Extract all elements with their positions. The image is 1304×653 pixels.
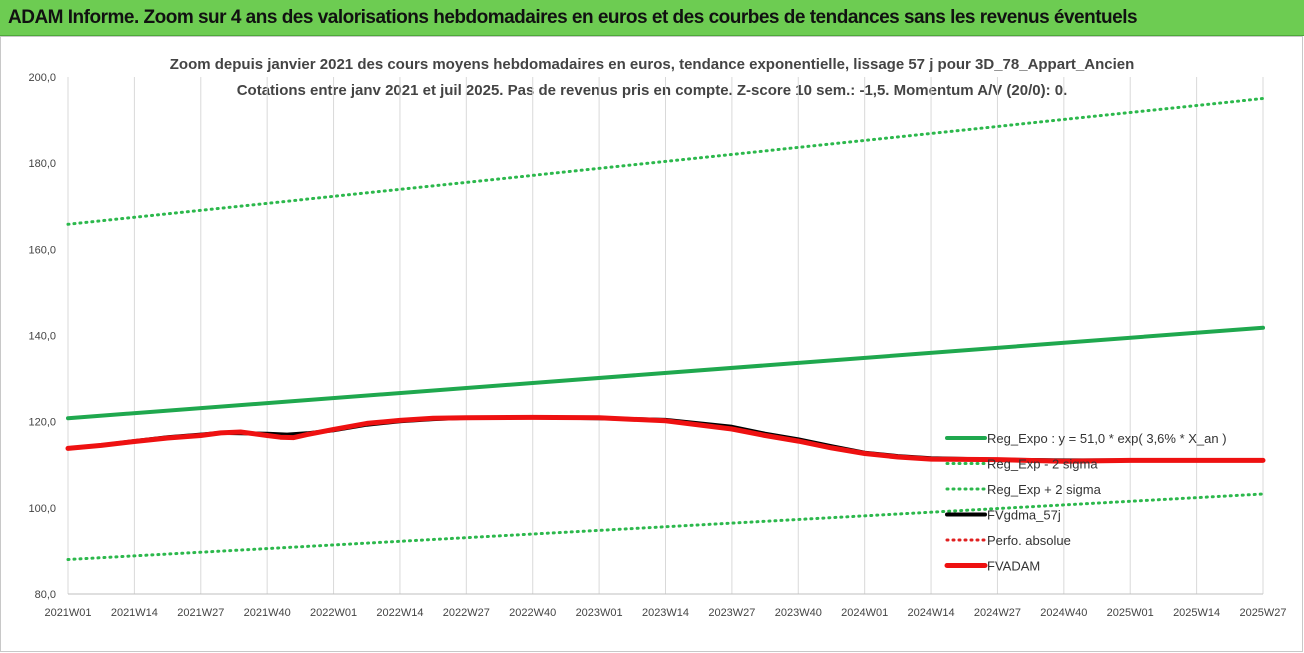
line-chart: Zoom depuis janvier 2021 des cours moyen… <box>28 56 1286 619</box>
chart-area: Zoom depuis janvier 2021 des cours moyen… <box>0 36 1303 652</box>
x-tick-label: 2021W14 <box>111 607 158 619</box>
x-tick-label: 2024W27 <box>974 607 1021 619</box>
x-tick-label: 2022W27 <box>443 607 490 619</box>
legend-label: Reg_Expo : y = 51,0 * exp( 3,6% * X_an ) <box>987 431 1227 446</box>
series-lines <box>65 97 1266 561</box>
y-tick-label: 80,0 <box>35 589 56 601</box>
legend-label: Perfo. absolue <box>987 533 1071 548</box>
x-tick-label: 2022W14 <box>376 607 423 619</box>
y-tick-label: 180,0 <box>28 158 56 170</box>
chart-title-line-2: Cotations entre janv 2021 et juil 2025. … <box>237 82 1068 99</box>
legend: Reg_Expo : y = 51,0 * exp( 3,6% * X_an )… <box>944 431 1227 574</box>
x-tick-label: 2025W14 <box>1173 607 1220 619</box>
y-tick-label: 200,0 <box>28 72 56 84</box>
x-tick-label: 2024W40 <box>1040 607 1087 619</box>
series-line-5 <box>65 414 1266 464</box>
legend-label: FVADAM <box>987 559 1040 574</box>
x-tick-label: 2022W01 <box>310 607 357 619</box>
y-tick-label: 120,0 <box>28 417 56 429</box>
gridlines <box>67 77 1264 594</box>
legend-label: FVgdma_57j <box>987 508 1061 523</box>
x-tick-label: 2023W27 <box>708 607 755 619</box>
x-tick-label: 2024W14 <box>908 607 955 619</box>
x-tick-label: 2021W27 <box>177 607 224 619</box>
x-tick-label: 2025W27 <box>1239 607 1286 619</box>
y-tick-label: 160,0 <box>28 244 56 256</box>
x-tick-label: 2023W14 <box>642 607 689 619</box>
report-banner: ADAM Informe. Zoom sur 4 ans des valoris… <box>0 0 1304 36</box>
x-tick-label: 2021W40 <box>244 607 291 619</box>
y-tick-label: 100,0 <box>28 503 56 515</box>
legend-label: Reg_Exp + 2 sigma <box>987 482 1102 497</box>
series-line-2 <box>66 97 1265 226</box>
x-tick-label: 2022W40 <box>509 607 556 619</box>
y-tick-label: 140,0 <box>28 331 56 343</box>
x-tick-label: 2021W01 <box>44 607 91 619</box>
series-line-0 <box>66 325 1265 421</box>
x-tick-label: 2023W01 <box>576 607 623 619</box>
x-tick-label: 2025W01 <box>1107 607 1154 619</box>
axes: 2021W01 2021W14 2021W27 2021W40 2022W01 2022W… <box>28 72 1286 619</box>
chart-title-line-1: Zoom depuis janvier 2021 des cours moyen… <box>170 56 1135 73</box>
legend-label: Reg_Exp - 2 sigma <box>987 457 1098 472</box>
x-tick-label: 2023W40 <box>775 607 822 619</box>
series-line-1 <box>66 492 1265 561</box>
report-banner-title: ADAM Informe. Zoom sur 4 ans des valoris… <box>8 7 1138 28</box>
x-tick-label: 2024W01 <box>841 607 888 619</box>
